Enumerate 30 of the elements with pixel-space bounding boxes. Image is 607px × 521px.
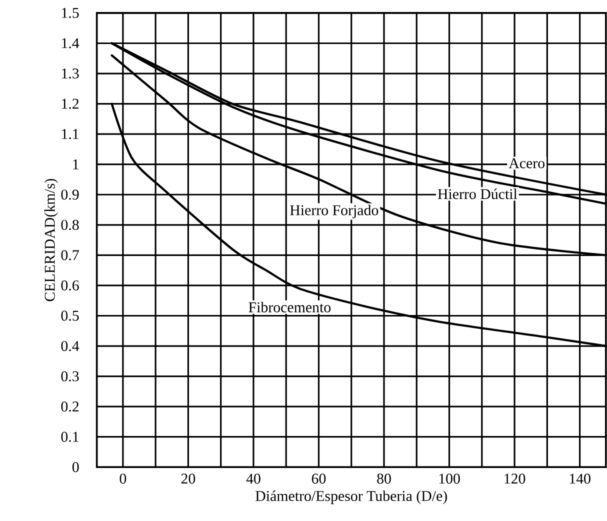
x-tick-label: 40 (246, 474, 260, 484)
y-tick-label: 0.2 (61, 401, 79, 412)
y-axis-title: CELERIDAD(km/s) (44, 178, 58, 302)
x-tick-label: 80 (377, 474, 391, 484)
y-tick-label: 0.8 (61, 220, 79, 230)
y-tick-label: 1.3 (62, 68, 79, 79)
y-tick-label: 0.9 (61, 190, 79, 200)
x-tick-label: 60 (312, 474, 326, 484)
y-tick-label: 0.5 (61, 310, 79, 321)
x-tick-label: 100 (439, 474, 460, 484)
y-tick-label: 0 (72, 462, 79, 472)
series-label: Hierro Dúctil (438, 188, 518, 200)
y-tick-label: 0.1 (61, 432, 78, 442)
y-tick-label: 0.4 (61, 340, 80, 352)
y-tick-label: 1.1 (62, 129, 78, 140)
series-label: Hierro Forjado (290, 204, 378, 218)
series-label: Acero (508, 158, 545, 168)
y-tick-label: 1 (73, 159, 78, 170)
x-axis-title: Diámetro/Espesor Tuberia (D/e) (256, 490, 447, 504)
x-tick-label: 120 (504, 474, 526, 484)
y-tick-label: 0.7 (61, 250, 79, 260)
y-tick-label: 1.4 (62, 38, 80, 48)
y-tick-label: 0.3 (61, 371, 79, 382)
y-tick-label: 0.6 (61, 280, 79, 291)
x-tick-label: 0 (120, 474, 126, 484)
y-tick-label: 1.2 (62, 98, 79, 109)
x-tick-label: 20 (181, 474, 196, 484)
series-label: Fibrocemento (248, 302, 331, 312)
x-tick-label: 140 (570, 474, 590, 484)
y-tick-label: 1.5 (62, 8, 79, 18)
